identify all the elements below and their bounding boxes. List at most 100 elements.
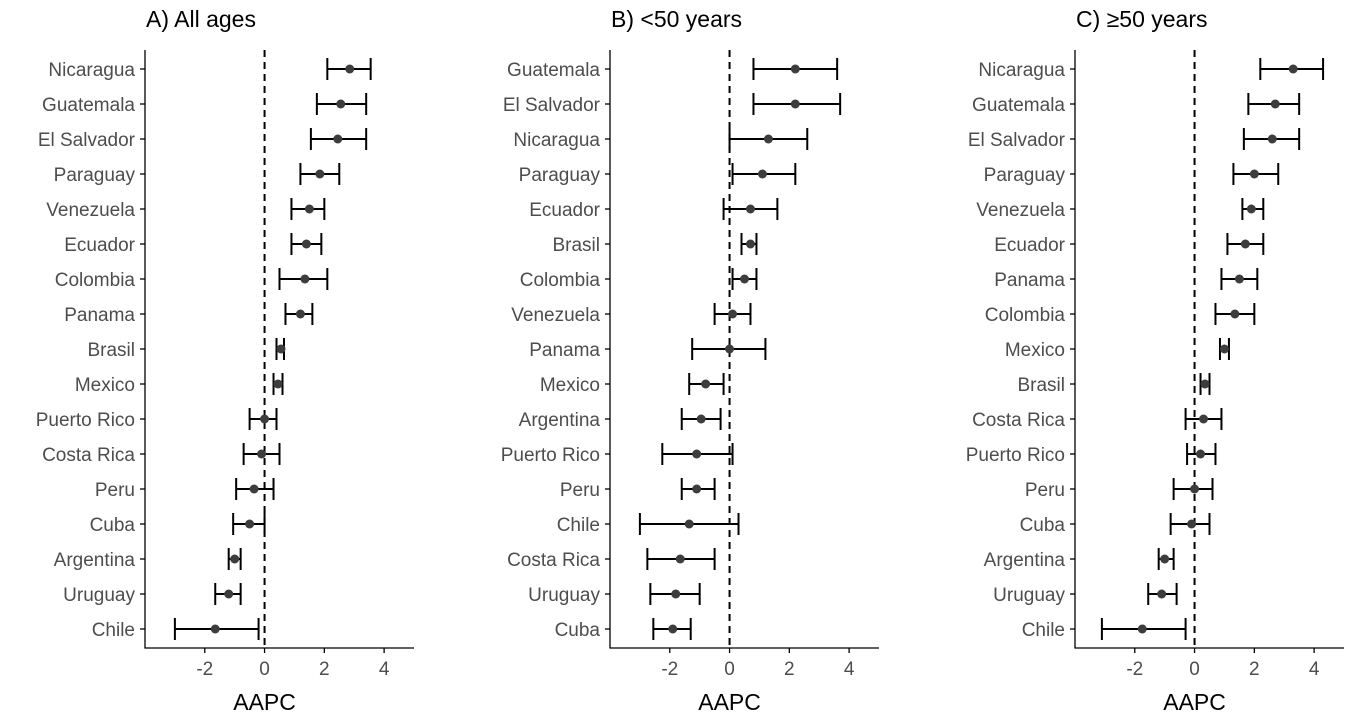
point-estimate [740, 274, 749, 284]
category-label: Puerto Rico [36, 410, 135, 431]
point-estimate [336, 99, 346, 109]
category-label: Guatemala [972, 95, 1065, 116]
category-label: Uruguay [63, 585, 135, 606]
category-label: Venezuela [976, 200, 1065, 221]
x-axis-title: AAPC [1163, 689, 1226, 715]
point-estimate [333, 134, 343, 144]
category-label: Mexico [1005, 340, 1065, 361]
x-tick-label: 0 [259, 659, 270, 680]
category-label: Costa Rica [42, 445, 135, 466]
point-estimate [245, 519, 255, 529]
category-label: Guatemala [507, 60, 600, 81]
x-tick-label: -2 [196, 659, 213, 680]
point-estimate [1219, 344, 1229, 354]
point-estimate [1157, 589, 1167, 599]
x-tick-label: -2 [1126, 659, 1143, 680]
category-label: Costa Rica [972, 410, 1065, 431]
category-label: Venezuela [46, 200, 135, 221]
panel-title: B) <50 years [611, 6, 742, 32]
point-estimate [210, 624, 220, 634]
point-estimate [1270, 99, 1280, 109]
category-label: Panama [994, 270, 1065, 291]
point-estimate [1234, 274, 1244, 284]
category-label: Cuba [1020, 515, 1066, 536]
category-label: Uruguay [528, 585, 600, 606]
point-estimate [701, 379, 711, 389]
category-label: Brasil [87, 340, 135, 361]
point-estimate [668, 624, 678, 634]
panel-title: C) ≥50 years [1076, 6, 1208, 32]
point-estimate [315, 169, 325, 179]
category-label: Puerto Rico [966, 445, 1065, 466]
category-label: Cuba [90, 515, 136, 536]
category-label: Paraguay [519, 165, 601, 186]
x-tick-label: 4 [1309, 659, 1320, 680]
category-label: Mexico [75, 375, 135, 396]
x-tick-label: 2 [1249, 659, 1260, 680]
category-label: Chile [557, 515, 600, 536]
category-label: Ecuador [994, 235, 1065, 256]
category-label: Ecuador [529, 200, 600, 221]
point-estimate [1288, 64, 1298, 74]
category-label: Colombia [520, 270, 601, 291]
point-estimate [249, 484, 259, 494]
category-label: Panama [64, 305, 135, 326]
category-label: Paraguay [984, 165, 1066, 186]
point-estimate [725, 344, 735, 354]
point-estimate [763, 134, 773, 144]
point-estimate [345, 64, 355, 74]
x-tick-label: 4 [379, 659, 390, 680]
category-label: Nicaragua [513, 130, 600, 151]
x-tick-label: 0 [1189, 659, 1200, 680]
point-estimate [1249, 169, 1259, 179]
point-estimate [1137, 624, 1147, 634]
point-estimate [257, 449, 267, 459]
x-axis-title: AAPC [233, 689, 296, 715]
category-label: Argentina [519, 410, 601, 431]
category-label: Colombia [985, 305, 1066, 326]
category-label: Brasil [552, 235, 600, 256]
point-estimate [1187, 519, 1197, 529]
category-label: Chile [1022, 620, 1065, 641]
category-label: Chile [92, 620, 135, 641]
point-estimate [276, 344, 286, 354]
point-estimate [728, 309, 738, 319]
point-estimate [1267, 134, 1277, 144]
category-label: Venezuela [511, 305, 600, 326]
point-estimate [1196, 449, 1206, 459]
panel-title: A) All ages [146, 6, 256, 32]
category-label: Mexico [540, 375, 600, 396]
point-estimate [301, 239, 311, 249]
category-label: Nicaragua [48, 60, 135, 81]
category-label: El Salvador [968, 130, 1066, 151]
category-label: El Salvador [503, 95, 601, 116]
point-estimate [1190, 484, 1200, 494]
point-estimate [295, 309, 305, 319]
category-label: Guatemala [42, 95, 135, 116]
point-estimate [1240, 239, 1250, 249]
point-estimate [675, 554, 685, 564]
point-estimate [671, 589, 681, 599]
point-estimate [790, 64, 800, 74]
category-label: Costa Rica [507, 550, 600, 571]
category-label: Brasil [1017, 375, 1065, 396]
point-estimate [273, 379, 283, 389]
category-label: Peru [560, 480, 600, 501]
point-estimate [745, 239, 755, 249]
point-estimate [1160, 554, 1170, 564]
x-tick-label: 4 [844, 659, 855, 680]
category-label: Peru [95, 480, 135, 501]
point-estimate [692, 449, 702, 459]
point-estimate [745, 204, 755, 214]
category-label: Uruguay [993, 585, 1065, 606]
point-estimate [790, 99, 800, 109]
point-estimate [1246, 204, 1256, 214]
panel-3: C) ≥50 years -2 0 2 4 AAPC Nicaragua Guatemala E… [966, 6, 1344, 715]
point-estimate [757, 169, 767, 179]
category-label: Puerto Rico [501, 445, 600, 466]
point-estimate [1200, 379, 1210, 389]
point-estimate [684, 519, 694, 529]
category-label: Peru [1025, 480, 1065, 501]
category-label: Panama [529, 340, 600, 361]
